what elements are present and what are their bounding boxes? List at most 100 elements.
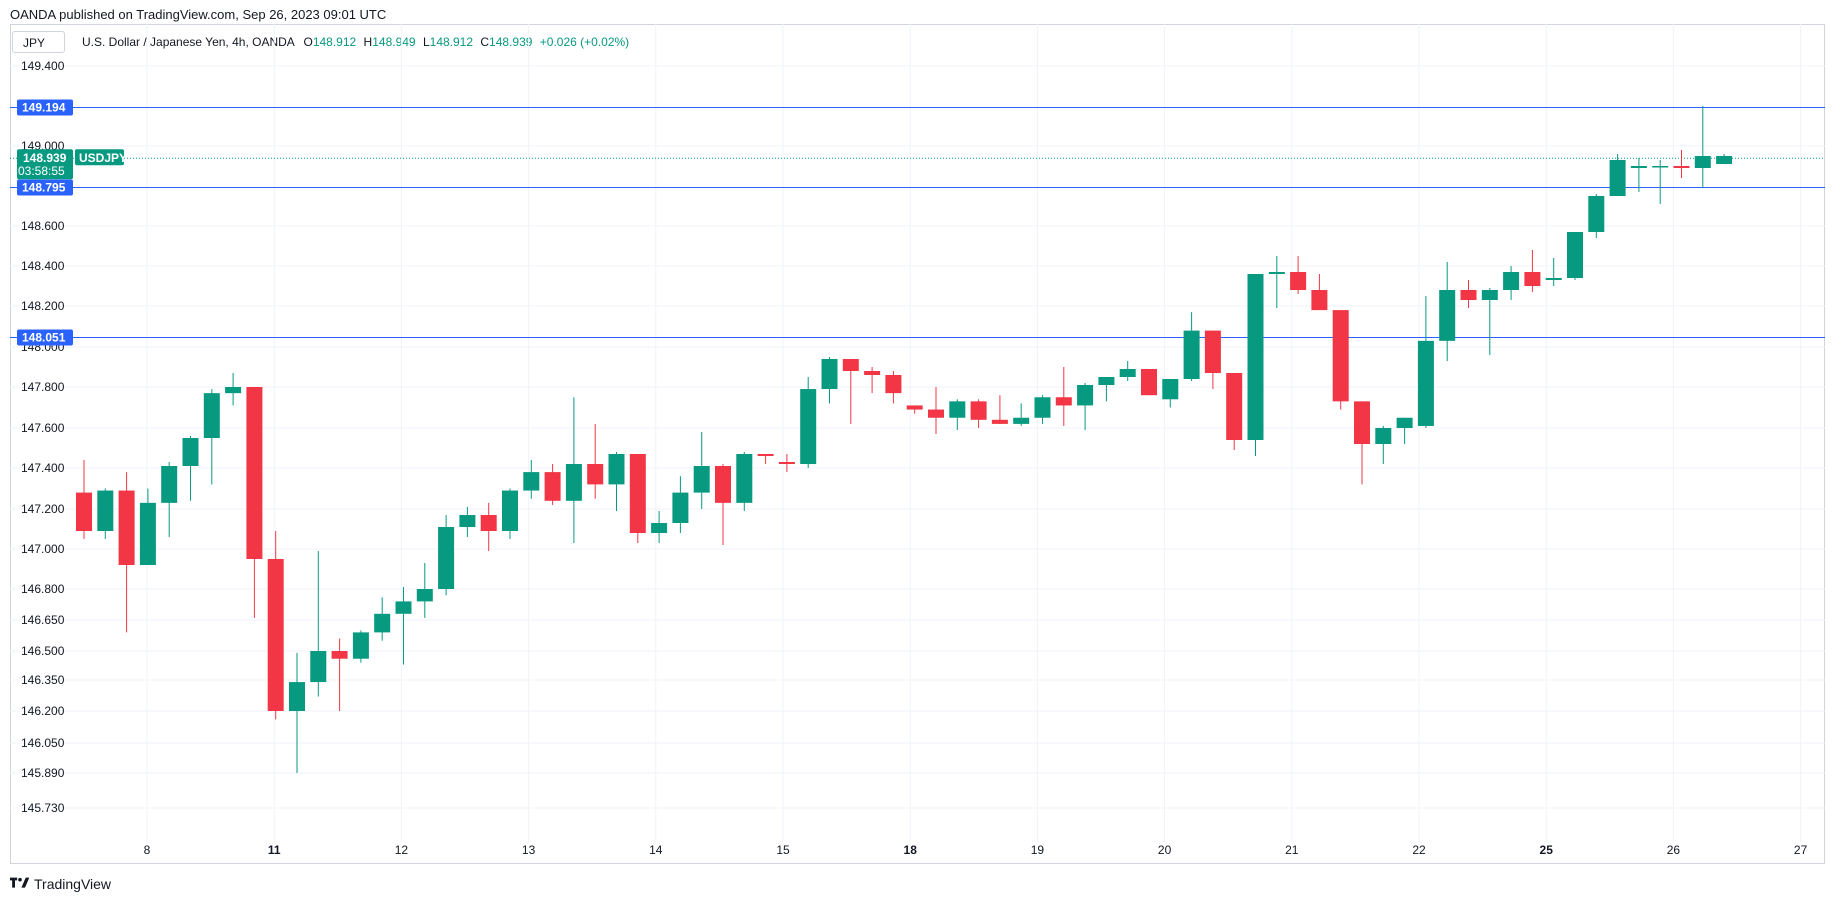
- candle[interactable]: [800, 377, 817, 468]
- candle[interactable]: [1268, 256, 1285, 309]
- candle[interactable]: [1204, 330, 1221, 390]
- candle[interactable]: [1055, 367, 1072, 426]
- legend-high-value: 148.949: [372, 35, 416, 49]
- candle[interactable]: [310, 551, 327, 697]
- candle[interactable]: [544, 464, 561, 505]
- candle[interactable]: [629, 454, 646, 543]
- y-tick-label: 146.800: [21, 582, 65, 596]
- candle[interactable]: [161, 462, 178, 537]
- candle[interactable]: [970, 399, 987, 428]
- candle[interactable]: [693, 432, 710, 509]
- candle[interactable]: [395, 587, 412, 665]
- candle[interactable]: [608, 452, 625, 511]
- candle[interactable]: [1375, 425, 1392, 464]
- candle[interactable]: [1652, 160, 1669, 204]
- symbol-search-box[interactable]: JPY: [12, 31, 65, 53]
- candle[interactable]: [906, 405, 923, 414]
- candle[interactable]: [1311, 274, 1328, 311]
- candle[interactable]: [1716, 154, 1733, 164]
- candle[interactable]: [1417, 296, 1434, 428]
- candle[interactable]: [1545, 258, 1562, 286]
- candle[interactable]: [1332, 310, 1349, 410]
- candle[interactable]: [587, 423, 604, 499]
- x-tick-label: 13: [522, 843, 536, 857]
- y-tick-label: 148.400: [21, 259, 65, 273]
- candle[interactable]: [1247, 274, 1264, 456]
- candle[interactable]: [1354, 401, 1370, 485]
- candle[interactable]: [1013, 403, 1030, 426]
- candle[interactable]: [76, 460, 92, 539]
- y-tick-label: 147.400: [21, 461, 65, 475]
- candle[interactable]: [1439, 262, 1456, 361]
- candle[interactable]: [459, 506, 476, 537]
- candle[interactable]: [991, 395, 1008, 424]
- candle[interactable]: [928, 387, 944, 434]
- candle[interactable]: [225, 373, 242, 406]
- candle[interactable]: [267, 531, 284, 720]
- x-tick-label: 14: [649, 843, 663, 857]
- candle[interactable]: [778, 454, 795, 473]
- candle[interactable]: [651, 511, 668, 543]
- candle[interactable]: [374, 597, 391, 641]
- grid-layer: [10, 24, 1825, 842]
- candle[interactable]: [565, 397, 582, 543]
- candle[interactable]: [416, 563, 433, 618]
- horizontal-lines-layer: [10, 107, 1825, 338]
- legend-close-label: C: [480, 35, 490, 49]
- candle[interactable]: [438, 515, 455, 596]
- candle[interactable]: [118, 472, 135, 633]
- publisher-caption: OANDA published on TradingView.com, Sep …: [10, 7, 387, 22]
- candle[interactable]: [1481, 288, 1498, 355]
- candle[interactable]: [736, 452, 753, 511]
- candle[interactable]: [757, 454, 774, 464]
- candle[interactable]: [1609, 154, 1626, 196]
- candle[interactable]: [203, 389, 220, 485]
- candle[interactable]: [1119, 361, 1136, 381]
- y-tick-label: 148.600: [21, 219, 65, 233]
- candle[interactable]: [885, 371, 902, 404]
- candle[interactable]: [1567, 232, 1583, 280]
- candle[interactable]: [1034, 395, 1051, 424]
- horizontal-line-price-tag: 148.795: [17, 179, 73, 196]
- x-axis: 8 11 12 13 14 15 18 19 20 21 22 25 26 27: [144, 843, 1808, 857]
- candle[interactable]: [1183, 312, 1200, 381]
- candle[interactable]: [1588, 194, 1605, 238]
- brand-footer[interactable]: TradingView: [10, 876, 111, 892]
- candle[interactable]: [672, 476, 689, 533]
- candle[interactable]: [864, 367, 881, 394]
- candle[interactable]: [949, 399, 966, 430]
- candle[interactable]: [523, 460, 540, 499]
- candle[interactable]: [289, 652, 305, 773]
- candle[interactable]: [842, 359, 859, 424]
- candle[interactable]: [1098, 377, 1115, 402]
- candle[interactable]: [1226, 373, 1243, 450]
- candle[interactable]: [97, 488, 114, 540]
- candle[interactable]: [821, 357, 838, 404]
- candle[interactable]: [331, 638, 348, 711]
- candle[interactable]: [502, 488, 518, 540]
- y-tick-label: 146.350: [21, 673, 65, 687]
- y-tick-label: 145.730: [21, 801, 65, 815]
- candle[interactable]: [246, 387, 263, 618]
- candle[interactable]: [1673, 150, 1690, 178]
- candle[interactable]: [1503, 266, 1520, 300]
- candle[interactable]: [1694, 106, 1711, 188]
- candle[interactable]: [1077, 383, 1094, 430]
- candle[interactable]: [480, 502, 497, 551]
- candle[interactable]: [1460, 280, 1477, 309]
- candle[interactable]: [182, 436, 199, 501]
- candle[interactable]: [352, 630, 369, 663]
- candle[interactable]: [1290, 256, 1307, 294]
- candle[interactable]: [1141, 369, 1157, 396]
- candle[interactable]: [1396, 417, 1413, 444]
- svg-text:148.795: 148.795: [22, 181, 66, 195]
- candle[interactable]: [1524, 250, 1541, 292]
- horizontal-line-price-tag: 148.051: [17, 329, 73, 346]
- candle[interactable]: [1162, 379, 1179, 408]
- candle[interactable]: [1630, 158, 1647, 192]
- candle[interactable]: [139, 488, 156, 566]
- brand-name: TradingView: [34, 876, 112, 892]
- candle[interactable]: [715, 464, 731, 545]
